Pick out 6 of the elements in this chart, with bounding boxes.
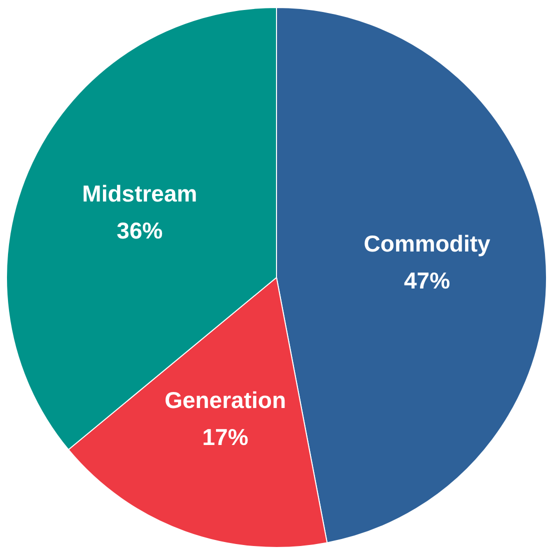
slice-label: Generation (164, 387, 286, 414)
slice-label: Commodity (364, 230, 490, 257)
data-label: 47% (404, 268, 450, 294)
slice-label: Midstream (82, 180, 198, 206)
data-label: 36% (116, 217, 163, 244)
data-label: 17% (202, 424, 248, 450)
